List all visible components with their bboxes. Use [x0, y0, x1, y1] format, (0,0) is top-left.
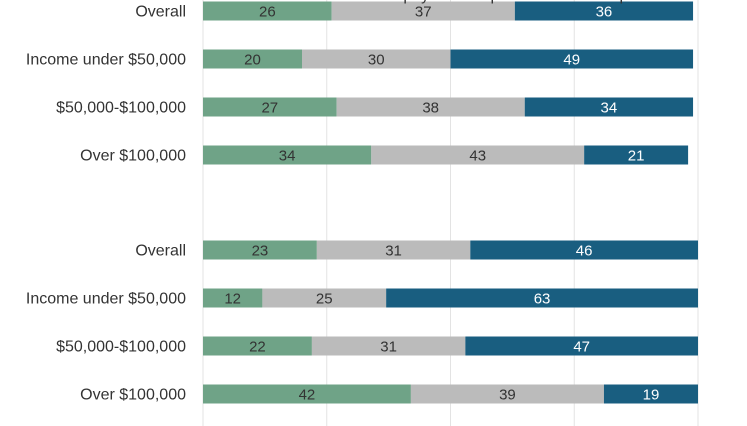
bar-0-1-1: [302, 49, 451, 69]
data-label-0-2-2: 34: [601, 100, 618, 117]
bar-0-1-0: [203, 49, 302, 69]
category-label-0-3: Over $100,000: [80, 148, 186, 165]
data-label-1-0-2: 46: [576, 243, 593, 260]
bar-0-2-0: [203, 97, 337, 117]
data-label-1-0-0: 23: [252, 243, 269, 260]
data-label-1-3-2: 19: [643, 387, 660, 404]
bar-1-1-0: [203, 288, 263, 308]
data-label-0-1-0: 20: [244, 52, 261, 69]
bar-0-3-2: [584, 145, 689, 165]
bar-1-0-2: [470, 240, 698, 260]
data-label-1-1-1: 25: [316, 291, 333, 308]
bar-0-2-1: [336, 97, 525, 117]
bar-0-3-0: [203, 145, 372, 165]
bar-1-0-1: [316, 240, 471, 260]
category-label-1-1: Income under $50,000: [26, 291, 186, 308]
bar-0-3-1: [371, 145, 585, 165]
bar-1-1-1: [262, 288, 387, 308]
data-label-0-3-1: 43: [469, 148, 486, 165]
data-label-0-0-2: 36: [596, 4, 613, 21]
data-label-0-2-1: 38: [422, 100, 439, 117]
data-label-0-1-2: 49: [563, 52, 580, 69]
category-label-1-0: Overall: [135, 243, 186, 260]
bar-0-0-0: [203, 1, 332, 21]
bar-1-2-2: [465, 336, 698, 356]
data-label-1-1-0: 12: [224, 291, 241, 308]
data-label-0-0-1: 37: [415, 4, 432, 21]
bar-0-2-2: [524, 97, 694, 117]
bar-1-0-0: [203, 240, 317, 260]
category-label-1-3: Over $100,000: [80, 387, 186, 404]
data-label-1-2-2: 47: [573, 339, 590, 356]
data-label-1-3-0: 42: [299, 387, 316, 404]
bar-1-3-2: [603, 384, 698, 404]
bar-0-0-1: [331, 1, 515, 21]
data-label-0-0-0: 26: [259, 4, 276, 21]
bar-1-3-0: [203, 384, 411, 404]
category-label-1-2: $50,000-$100,000: [56, 339, 186, 356]
bar-1-3-1: [410, 384, 604, 404]
panel-title-1: You would be able to pay an unexpected m…: [251, 0, 663, 4]
category-label-0-1: Income under $50,000: [26, 52, 186, 69]
data-label-1-2-0: 22: [249, 339, 266, 356]
data-label-0-3-2: 21: [628, 148, 645, 165]
data-label-1-2-1: 31: [380, 339, 397, 356]
data-label-1-0-1: 31: [385, 243, 402, 260]
category-label-0-2: $50,000-$100,000: [56, 100, 186, 117]
data-label-1-3-1: 39: [499, 387, 516, 404]
category-label-0-0: Overall: [135, 4, 186, 21]
data-label-0-1-1: 30: [368, 52, 385, 69]
bar-1-2-1: [311, 336, 466, 356]
bar-1-1-2: [386, 288, 698, 308]
data-label-1-1-2: 63: [534, 291, 551, 308]
data-label-0-3-0: 34: [279, 148, 296, 165]
bar-1-2-0: [203, 336, 312, 356]
bar-0-1-2: [450, 49, 694, 69]
bar-0-0-2: [514, 1, 694, 21]
data-label-0-2-0: 27: [261, 100, 278, 117]
